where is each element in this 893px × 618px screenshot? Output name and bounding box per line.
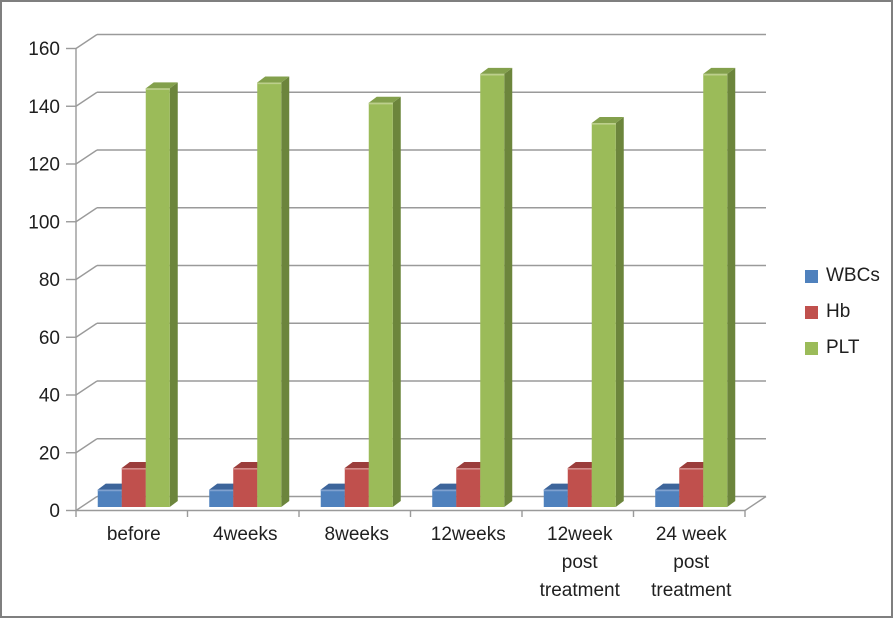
gridline-connector-40 <box>75 380 98 396</box>
bar-front-face <box>121 468 146 507</box>
y-axis-labels: 0 20 40 60 80 100 120 140 160 <box>28 39 60 522</box>
x-axis-label: 12week post treatment <box>540 524 621 601</box>
bar-front-face <box>703 73 728 507</box>
gridlines <box>75 33 766 512</box>
gridline-connector-60 <box>75 322 98 338</box>
bar-front-face <box>320 489 345 507</box>
legend-swatch-wbcs <box>805 269 818 283</box>
bar-top-face <box>145 82 178 89</box>
gridline-connector-100 <box>75 207 98 223</box>
bar-front-face <box>233 468 258 507</box>
x-axis-label: 8weeks <box>325 524 389 545</box>
legend-swatch-plt <box>805 341 818 355</box>
bar-group-6 <box>655 67 736 507</box>
y-axis-label: 160 <box>28 39 60 60</box>
legend-item-plt: PLT <box>805 336 880 360</box>
bar-front-face <box>257 82 282 507</box>
bar-plt-5 <box>591 116 624 508</box>
gridline-connector-0 <box>75 495 98 512</box>
bars <box>97 67 736 508</box>
bar-plt-4 <box>480 67 513 507</box>
bar-side-face <box>392 96 401 507</box>
legend-label-wbcs: WBCs <box>826 265 880 286</box>
axes <box>66 47 767 517</box>
y-axis-label: 20 <box>39 443 60 464</box>
x-axis-label: before <box>107 524 161 545</box>
bar-front-face <box>344 468 369 507</box>
bar-front-face <box>209 489 234 507</box>
bar-front-face <box>456 468 481 507</box>
y-axis-label: 0 <box>49 501 60 522</box>
bar-top-face <box>368 96 401 103</box>
y-axis-label: 40 <box>39 386 60 407</box>
x-axis-labels: before 4weeks 8weeks 12weeks 12week post treat… <box>107 524 732 601</box>
bar-plt-1 <box>145 82 178 507</box>
legend-swatch-hb <box>805 305 818 319</box>
bar-front-face <box>591 122 616 508</box>
bar-top-face <box>591 116 624 123</box>
bar-group-1 <box>97 82 178 507</box>
bar-top-face <box>257 76 290 83</box>
bar-side-face <box>504 67 513 507</box>
bar-top-face <box>703 67 736 74</box>
bar-front-face <box>480 73 505 507</box>
legend-label-hb: Hb <box>826 301 851 322</box>
y-axis-label: 100 <box>28 212 60 233</box>
y-axis-label: 60 <box>39 328 60 349</box>
gridline-connector-120 <box>75 149 98 165</box>
legend: WBCs Hb PLT <box>805 264 880 360</box>
bar-front-face <box>368 102 393 507</box>
bar-front-face <box>97 489 122 507</box>
x-axis-label: 12weeks <box>431 524 506 545</box>
bar-group-4 <box>432 67 513 507</box>
bar-front-face <box>145 88 170 507</box>
x-axis-label: 24 week post treatment <box>651 524 732 601</box>
floor-right-edge <box>744 495 767 512</box>
bar-side-face <box>281 76 290 507</box>
gridline-connector-140 <box>75 91 98 107</box>
bar-group-5 <box>543 116 624 508</box>
bar-plt-2 <box>257 76 290 507</box>
y-axis-label: 120 <box>28 155 60 176</box>
gridline-connector-20 <box>75 438 98 454</box>
legend-item-hb: Hb <box>805 300 880 324</box>
bar-top-face <box>480 67 513 74</box>
bar-front-face <box>432 489 457 507</box>
bar-side-face <box>169 82 178 507</box>
bar-side-face <box>615 116 624 508</box>
legend-item-wbcs: WBCs <box>805 264 880 288</box>
gridline-connector-80 <box>75 264 98 281</box>
bar-front-face <box>543 489 568 507</box>
bar-plt-6 <box>703 67 736 507</box>
legend-label-plt: PLT <box>826 337 860 358</box>
bar-group-3 <box>320 96 401 507</box>
bar-side-face <box>727 67 736 507</box>
gridline-connector-160 <box>75 33 98 50</box>
bar-plt-3 <box>368 96 401 507</box>
y-axis-label: 140 <box>28 97 60 118</box>
bar-front-face <box>655 489 680 507</box>
y-axis-label: 80 <box>39 270 60 291</box>
x-axis-label: 4weeks <box>213 524 277 545</box>
bar-front-face <box>679 468 704 507</box>
bar-front-face <box>567 468 592 507</box>
bar-group-2 <box>209 76 290 507</box>
